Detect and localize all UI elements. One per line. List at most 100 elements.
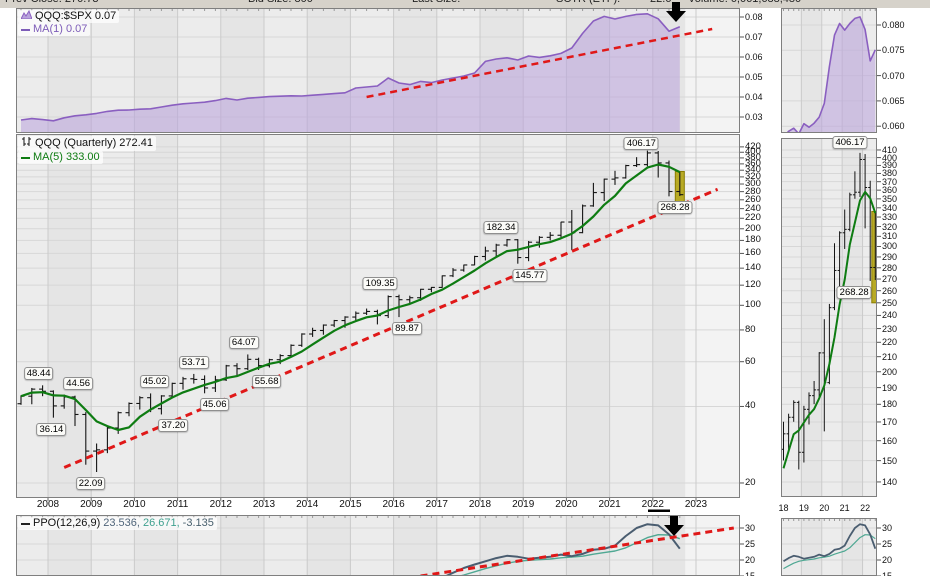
ohlc-chart-icon xyxy=(21,136,32,151)
y-axis-tick-label: 200 xyxy=(882,366,898,377)
mini-x-axis-year-label: 19 xyxy=(798,503,809,513)
y-axis-tick-label: 0.05 xyxy=(745,72,763,82)
x-axis-year-label: 2011 xyxy=(166,499,189,510)
ratio-symbol-label: QQQ:$SPX xyxy=(35,10,92,22)
y-axis-tick-label: 280 xyxy=(882,262,898,273)
y-axis-tick-label: 280 xyxy=(745,185,761,197)
x-axis-year-label: 2020 xyxy=(555,499,578,510)
ppo-line xyxy=(443,523,681,576)
y-axis-tick-label: 210 xyxy=(882,351,898,362)
x-axis-year-label: 2016 xyxy=(382,499,405,510)
y-axis-tick-label: 80 xyxy=(745,323,756,335)
quote-field: Volume: 6,061,688,480 xyxy=(688,0,801,5)
y-axis-tick-label: 400 xyxy=(882,152,898,163)
y-axis-tick-label: 20 xyxy=(882,555,893,565)
quote-field: SCTR (ETF): xyxy=(556,0,620,5)
ratio-area-fill xyxy=(21,13,680,133)
y-axis-tick-label: 120 xyxy=(745,279,761,291)
ppo-histogram-value: -3.135 xyxy=(182,517,214,529)
mini-x-axis-year-label: 20 xyxy=(819,503,830,513)
y-axis-tick-label: 190 xyxy=(882,382,898,393)
y-axis-tick-label: 150 xyxy=(882,455,898,466)
y-axis-tick-label: 60 xyxy=(745,355,756,367)
mini-ma5-line xyxy=(782,190,877,469)
y-axis-tick-label: 320 xyxy=(745,170,761,182)
y-axis-tick-label: 0.060 xyxy=(882,121,905,132)
quote-field: Bid Size: 800 xyxy=(248,0,313,5)
mini-ppo-chart[interactable] xyxy=(781,518,877,576)
y-axis-tick-label: 390 xyxy=(882,160,898,171)
mini-x-axis-year-label: 21 xyxy=(839,503,850,513)
y-axis-tick-label: 180 xyxy=(882,399,898,410)
x-axis-year-label: 2013 xyxy=(252,499,276,510)
mini-ratio-chart[interactable] xyxy=(781,8,877,133)
ratio-last-value: 0.07 xyxy=(94,10,117,22)
x-axis-year-label: 2012 xyxy=(209,499,232,510)
y-axis-tick-label: 20 xyxy=(745,555,756,565)
x-axis-year-label: 2009 xyxy=(80,499,103,510)
ratio-line xyxy=(20,13,681,122)
y-axis-tick-label: 0.065 xyxy=(882,95,905,106)
y-axis-tick-label: 0.06 xyxy=(745,52,763,62)
x-axis-year-label: 2017 xyxy=(425,499,448,510)
y-axis-tick-label: 380 xyxy=(745,151,761,163)
y-axis-tick-label: 350 xyxy=(882,193,898,204)
mini-ppo-line xyxy=(783,523,877,563)
y-axis-tick-label: 0.075 xyxy=(882,45,905,56)
y-axis-tick-label: 230 xyxy=(882,323,898,334)
y-axis-tick-label: 0.04 xyxy=(745,92,763,102)
y-axis-tick-label: 270 xyxy=(882,274,898,285)
x-axis-year-label: 2015 xyxy=(339,499,362,510)
y-axis-tick-label: 15 xyxy=(745,571,756,576)
y-axis-tick-label: 290 xyxy=(882,251,898,262)
y-axis-tick-label: 260 xyxy=(882,285,898,296)
y-axis-tick-label: 100 xyxy=(745,299,761,311)
y-axis-tick-label: 340 xyxy=(745,164,761,176)
mini-price-chart[interactable] xyxy=(781,138,877,497)
y-axis-tick-label: 160 xyxy=(882,435,898,446)
y-axis-tick-label: 300 xyxy=(882,241,898,252)
mini-x-axis-year-label: 22 xyxy=(860,503,871,513)
year-2022-underline xyxy=(648,509,670,512)
y-axis-tick-label: 25 xyxy=(745,539,756,549)
ma5-label: MA(5) xyxy=(33,151,63,163)
mini-ppo-signal xyxy=(783,534,876,570)
ma5-line-swatch xyxy=(21,156,30,159)
y-axis-tick-label: 30 xyxy=(882,523,893,533)
y-axis-tick-label: 180 xyxy=(745,234,761,246)
x-axis-year-label: 2014 xyxy=(296,499,319,510)
ppo-signal-line xyxy=(457,534,681,576)
main-last-value: 272.41 xyxy=(119,137,153,149)
ppo-value: 23.536, xyxy=(103,517,140,529)
y-axis-tick-label: 310 xyxy=(882,231,898,242)
y-axis-tick-label: 400 xyxy=(745,146,761,158)
ratio-panel-legend: QQQ:$SPX 0.07 MA(1) 0.07 xyxy=(18,9,120,36)
x-axis-year-label: 2010 xyxy=(123,499,146,510)
x-axis-year-label: 2022 xyxy=(641,499,664,510)
y-axis-tick-label: 160 xyxy=(745,247,761,259)
main-panel-legend: QQQ (Quarterly) 272.41 MA(5) 333.00 xyxy=(18,136,156,164)
mini-ratio-line xyxy=(786,16,877,133)
y-axis-tick-label: 20 xyxy=(745,476,756,488)
red-dashed-trendline xyxy=(366,27,713,99)
red-dashed-trendline xyxy=(420,526,735,576)
ma1-label: MA(1) xyxy=(33,23,63,35)
ratio-panel-chart[interactable] xyxy=(16,8,740,133)
y-axis-tick-label: 0.08 xyxy=(745,12,763,22)
quote-field: Last Size: xyxy=(412,0,460,5)
ma1-line-swatch xyxy=(21,28,30,31)
y-axis-tick-label: 0.07 xyxy=(745,32,763,42)
quote-field: 22.6 xyxy=(650,0,671,5)
ma5-line xyxy=(20,163,681,432)
ppo-signal-value: 26.671, xyxy=(142,517,180,529)
quote-info-bar: Prev Close: 270.73 Bid Size: 800 Last Size… xyxy=(0,0,930,8)
ppo-line-swatch xyxy=(21,522,30,525)
y-axis-tick-label: 0.03 xyxy=(745,112,763,122)
y-axis-tick-label: 300 xyxy=(745,178,761,190)
y-axis-tick-label: 220 xyxy=(882,337,898,348)
main-price-chart[interactable] xyxy=(16,134,740,498)
ppo-panel-legend: PPO(12,26,9) 23.536, 26.671, -3.135 xyxy=(18,517,217,530)
y-axis-tick-label: 0.070 xyxy=(882,70,905,81)
red-dashed-trendline xyxy=(63,187,719,469)
ma5-value: 333.00 xyxy=(65,151,100,163)
